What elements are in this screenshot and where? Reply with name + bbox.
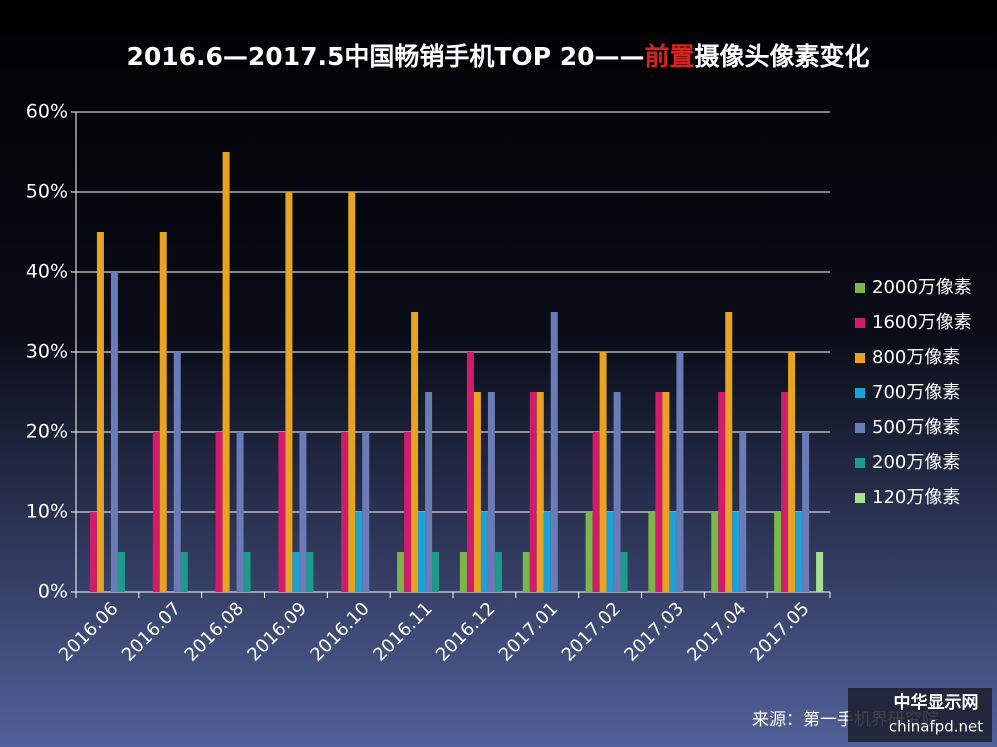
bar — [362, 432, 370, 592]
bar — [802, 432, 810, 592]
bar — [669, 512, 677, 592]
bar — [278, 432, 286, 592]
legend-label: 200万像素 — [872, 452, 960, 473]
bar — [655, 392, 663, 592]
title-part: 摄像头像素变化 — [695, 42, 870, 71]
legend-swatch — [855, 458, 865, 468]
bar — [529, 392, 537, 592]
bar — [152, 432, 160, 592]
bar — [425, 392, 433, 592]
bar — [816, 552, 824, 592]
bar — [648, 512, 656, 592]
bar — [725, 312, 733, 592]
bar — [236, 432, 244, 592]
bar — [348, 192, 356, 592]
bar — [459, 552, 467, 592]
legend-label: 800万像素 — [872, 347, 960, 368]
legend-swatch — [855, 353, 865, 363]
watermark-box — [848, 688, 992, 742]
bar — [473, 392, 481, 592]
bar — [117, 552, 125, 592]
y-tick-label: 0% — [38, 581, 68, 603]
legend-label: 500万像素 — [872, 417, 960, 438]
bar — [411, 312, 419, 592]
watermark-url: chinafpd.net — [889, 718, 983, 736]
bar — [739, 432, 747, 592]
bar — [676, 352, 684, 592]
legend-label: 700万像素 — [872, 382, 960, 403]
legend-label: 120万像素 — [872, 487, 960, 508]
bar — [432, 552, 440, 592]
y-tick-label: 50% — [26, 181, 68, 203]
y-tick-label: 60% — [26, 101, 68, 123]
bar — [613, 392, 621, 592]
bar — [355, 512, 363, 592]
chart-title: 2016.6—2017.5中国畅销手机TOP 20——前置摄像头像素变化 — [126, 42, 869, 71]
bar — [795, 512, 803, 592]
title-part: 2016.6—2017.5中国畅销手机TOP 20—— — [126, 42, 644, 71]
y-tick-label: 10% — [26, 501, 68, 523]
bar — [180, 552, 188, 592]
bar — [96, 232, 104, 592]
bar — [89, 512, 97, 592]
bar — [341, 432, 349, 592]
y-tick-label: 40% — [26, 261, 68, 283]
legend-label: 1600万像素 — [872, 312, 972, 333]
legend-swatch — [855, 318, 865, 328]
bar — [788, 352, 796, 592]
bar — [606, 512, 614, 592]
title-part: 前置 — [645, 42, 695, 71]
bar — [404, 432, 412, 592]
y-tick-label: 20% — [26, 421, 68, 443]
bar — [550, 312, 558, 592]
bar — [487, 392, 495, 592]
legend-label: 2000万像素 — [872, 277, 972, 298]
watermark-name: 中华显示网 — [894, 692, 979, 713]
bar — [781, 392, 789, 592]
bar — [299, 432, 307, 592]
bar — [285, 192, 293, 592]
bar — [215, 432, 223, 592]
bar — [173, 352, 181, 592]
bar — [222, 152, 230, 592]
y-tick-label: 30% — [26, 341, 68, 363]
legend-swatch — [855, 283, 865, 293]
bar — [585, 512, 593, 592]
bar — [292, 552, 300, 592]
bar — [718, 392, 726, 592]
bar — [306, 552, 314, 592]
bar — [543, 512, 551, 592]
bar — [599, 352, 607, 592]
bar — [732, 512, 740, 592]
bar — [243, 552, 251, 592]
bar — [159, 232, 167, 592]
bar — [522, 552, 530, 592]
bar — [711, 512, 719, 592]
bar — [110, 272, 118, 592]
bar — [397, 552, 405, 592]
legend-swatch — [855, 493, 865, 503]
bar — [592, 432, 600, 592]
bar — [662, 392, 670, 592]
bar — [536, 392, 544, 592]
bar — [466, 352, 474, 592]
legend-swatch — [855, 423, 865, 433]
bar — [418, 512, 426, 592]
bar — [494, 552, 502, 592]
legend-swatch — [855, 388, 865, 398]
bar — [480, 512, 488, 592]
bar — [620, 552, 628, 592]
bar — [774, 512, 782, 592]
